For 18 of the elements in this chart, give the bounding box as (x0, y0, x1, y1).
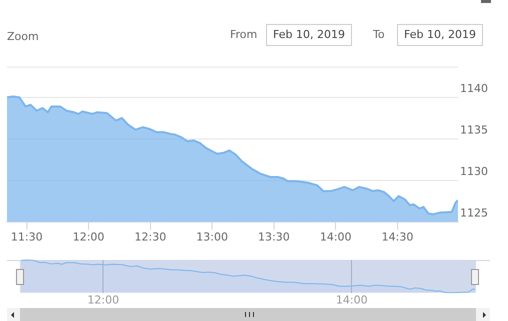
y-tick-label: 1130 (460, 165, 488, 178)
x-tick-label: 13:00 (196, 230, 228, 244)
text: From (230, 28, 258, 41)
x-tick-label: 12:00 (72, 230, 104, 244)
y-tick-label: 1125 (460, 206, 488, 220)
y-tick-label: 1140 (460, 82, 488, 96)
text: Feb 10, 2019 (397, 24, 483, 46)
x-tick-label: 14:00 (320, 230, 352, 244)
x-tick-label: 12:00 (87, 293, 120, 306)
y-tick-label: 1135 (460, 124, 488, 137)
text: To (373, 28, 385, 41)
text: Feb 10, 2019 (266, 24, 352, 46)
text: Zoom (7, 30, 39, 43)
x-tick-label: 13:30 (258, 230, 290, 244)
x-tick-label: 14:00 (336, 293, 368, 306)
x-tick-label: 12:30 (134, 230, 166, 244)
x-tick-label: 11:30 (10, 230, 43, 244)
x-tick-label: 14:30 (382, 230, 414, 244)
